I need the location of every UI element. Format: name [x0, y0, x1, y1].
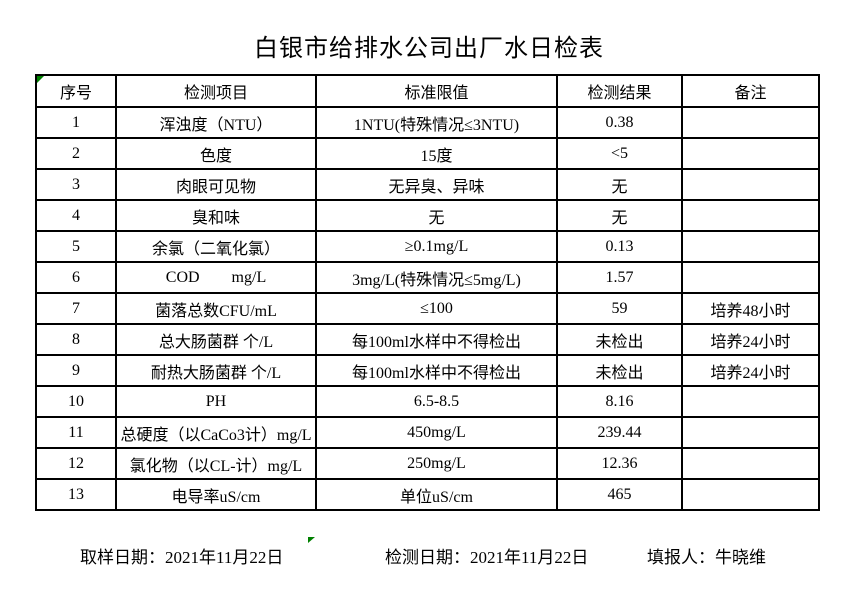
- result-cell: 12.36: [556, 447, 683, 480]
- standard-cell: ≥0.1mg/L: [315, 230, 558, 263]
- reporter-label: 填报人：牛晓维: [647, 548, 766, 567]
- remark-cell: [681, 106, 820, 139]
- row-number-cell: 2: [35, 137, 117, 170]
- table-row: 4 臭和味 无 无: [35, 199, 820, 232]
- table-row: 3 肉眼可见物 无异臭、异味 无: [35, 168, 820, 201]
- item-cell: 余氯（二氧化氯）: [115, 230, 317, 263]
- item-cell: 总硬度（以CaCo3计）mg/L: [115, 416, 317, 449]
- standard-cell: 单位uS/cm: [315, 478, 558, 511]
- footer: 取样日期：2021年11月22日 检测日期：2021年11月22日 填报人：牛晓…: [0, 543, 858, 567]
- standard-cell: 无: [315, 199, 558, 232]
- item-cell: 色度: [115, 137, 317, 170]
- standard-cell: ≤100: [315, 292, 558, 325]
- standard-cell: 1NTU(特殊情况≤3NTU): [315, 106, 558, 139]
- remark-cell: [681, 261, 820, 294]
- item-cell: 肉眼可见物: [115, 168, 317, 201]
- col-header-standard: 标准限值: [315, 74, 558, 108]
- row-number-cell: 12: [35, 447, 117, 480]
- item-cell: PH: [115, 385, 317, 418]
- result-cell: 无: [556, 168, 683, 201]
- row-number-cell: 7: [35, 292, 117, 325]
- item-cell: 电导率uS/cm: [115, 478, 317, 511]
- col-header-no: 序号: [35, 74, 117, 108]
- row-number-cell: 4: [35, 199, 117, 232]
- remark-cell: [681, 168, 820, 201]
- item-cell: 菌落总数CFU/mL: [115, 292, 317, 325]
- result-cell: 8.16: [556, 385, 683, 418]
- row-number-cell: 13: [35, 478, 117, 511]
- col-header-item: 检测项目: [115, 74, 317, 108]
- result-cell: 465: [556, 478, 683, 511]
- table-row: 6 COD mg/L 3mg/L(特殊情况≤5mg/L) 1.57: [35, 261, 820, 294]
- row-number-cell: 1: [35, 106, 117, 139]
- standard-cell: 15度: [315, 137, 558, 170]
- col-header-result: 检测结果: [556, 74, 683, 108]
- row-number-cell: 11: [35, 416, 117, 449]
- remark-cell: 培养24小时: [681, 323, 820, 356]
- standard-cell: 每100ml水样中不得检出: [315, 323, 558, 356]
- result-cell: <5: [556, 137, 683, 170]
- item-cell: COD mg/L: [115, 261, 317, 294]
- remark-cell: [681, 137, 820, 170]
- sampling-date-label: 取样日期：2021年11月22日: [80, 548, 284, 567]
- row-number-cell: 5: [35, 230, 117, 263]
- table-row: 9 耐热大肠菌群 个/L 每100ml水样中不得检出 未检出 培养24小时: [35, 354, 820, 387]
- cell-error-marker-icon: [308, 537, 315, 543]
- table-row: 5 余氯（二氧化氯） ≥0.1mg/L 0.13: [35, 230, 820, 263]
- row-number-cell: 8: [35, 323, 117, 356]
- standard-cell: 250mg/L: [315, 447, 558, 480]
- standard-cell: 3mg/L(特殊情况≤5mg/L): [315, 261, 558, 294]
- result-cell: 无: [556, 199, 683, 232]
- result-cell: 未检出: [556, 354, 683, 387]
- table-row: 11 总硬度（以CaCo3计）mg/L 450mg/L 239.44: [35, 416, 820, 449]
- table-row: 13 电导率uS/cm 单位uS/cm 465: [35, 478, 820, 511]
- table-row: 1 浑浊度（NTU） 1NTU(特殊情况≤3NTU) 0.38: [35, 106, 820, 139]
- result-cell: 1.57: [556, 261, 683, 294]
- table-row: 12 氯化物（以CL-计）mg/L 250mg/L 12.36: [35, 447, 820, 480]
- row-number-cell: 9: [35, 354, 117, 387]
- remark-cell: [681, 199, 820, 232]
- result-cell: 未检出: [556, 323, 683, 356]
- result-cell: 59: [556, 292, 683, 325]
- row-number-cell: 6: [35, 261, 117, 294]
- page-title: 白银市给排水公司出厂水日检表: [254, 36, 604, 62]
- result-cell: 0.13: [556, 230, 683, 263]
- item-cell: 耐热大肠菌群 个/L: [115, 354, 317, 387]
- remark-cell: [681, 447, 820, 480]
- remark-cell: 培养48小时: [681, 292, 820, 325]
- table-row: 8 总大肠菌群 个/L 每100ml水样中不得检出 未检出 培养24小时: [35, 323, 820, 356]
- row-number-cell: 10: [35, 385, 117, 418]
- table-body: 1 浑浊度（NTU） 1NTU(特殊情况≤3NTU) 0.38 2 色度 15度…: [35, 106, 820, 511]
- col-header-remark: 备注: [681, 74, 820, 108]
- remark-cell: [681, 385, 820, 418]
- table-row: 10 PH 6.5-8.5 8.16: [35, 385, 820, 418]
- header-row: 序号 检测项目 标准限值 检测结果 备注: [35, 74, 820, 108]
- cell-error-marker-icon: [37, 76, 44, 83]
- standard-cell: 无异臭、异味: [315, 168, 558, 201]
- standard-cell: 450mg/L: [315, 416, 558, 449]
- standard-cell: 每100ml水样中不得检出: [315, 354, 558, 387]
- standard-cell: 6.5-8.5: [315, 385, 558, 418]
- inspection-table: 序号 检测项目 标准限值 检测结果 备注 1 浑浊度（NTU） 1NTU(特殊情…: [35, 74, 820, 511]
- testing-date-label: 检测日期：2021年11月22日: [385, 548, 589, 567]
- remark-cell: 培养24小时: [681, 354, 820, 387]
- item-cell: 氯化物（以CL-计）mg/L: [115, 447, 317, 480]
- table-row: 2 色度 15度 <5: [35, 137, 820, 170]
- item-cell: 浑浊度（NTU）: [115, 106, 317, 139]
- result-cell: 0.38: [556, 106, 683, 139]
- result-cell: 239.44: [556, 416, 683, 449]
- row-number-cell: 3: [35, 168, 117, 201]
- remark-cell: [681, 416, 820, 449]
- item-cell: 臭和味: [115, 199, 317, 232]
- table-row: 7 菌落总数CFU/mL ≤100 59 培养48小时: [35, 292, 820, 325]
- remark-cell: [681, 478, 820, 511]
- remark-cell: [681, 230, 820, 263]
- item-cell: 总大肠菌群 个/L: [115, 323, 317, 356]
